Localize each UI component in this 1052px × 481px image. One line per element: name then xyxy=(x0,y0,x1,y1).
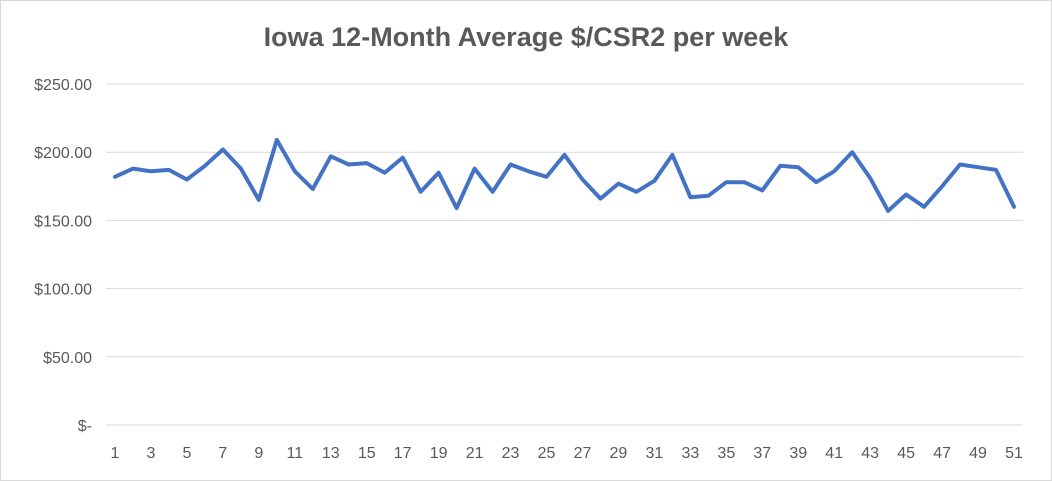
data-point xyxy=(456,207,458,209)
x-tick-label: 31 xyxy=(646,445,664,462)
plot-area xyxy=(113,137,1016,213)
y-tick-label: $- xyxy=(78,418,92,435)
x-tick-label: 35 xyxy=(717,445,735,462)
data-point xyxy=(887,210,889,212)
data-point xyxy=(977,166,979,168)
y-tick-label: $150.00 xyxy=(34,213,92,230)
x-tick-label: 23 xyxy=(502,445,520,462)
x-tick-label: 27 xyxy=(574,445,592,462)
data-point xyxy=(546,176,548,178)
x-tick-label: 33 xyxy=(681,445,699,462)
data-point xyxy=(671,154,673,156)
data-point xyxy=(474,168,476,170)
data-point xyxy=(564,154,565,156)
data-point xyxy=(653,180,655,182)
data-point xyxy=(779,165,781,167)
data-point xyxy=(923,206,925,208)
x-tick-label: 11 xyxy=(286,445,303,462)
data-point xyxy=(833,170,835,172)
data-point xyxy=(797,166,799,168)
data-point xyxy=(599,198,601,200)
data-point xyxy=(905,193,907,195)
data-point xyxy=(438,172,440,174)
data-point xyxy=(402,157,404,159)
data-point xyxy=(150,170,152,172)
series-line xyxy=(113,137,1016,213)
data-point xyxy=(995,169,997,171)
data-point xyxy=(851,151,853,153)
x-tick-label: 39 xyxy=(789,445,807,462)
data-point xyxy=(420,191,422,193)
data-point xyxy=(294,170,296,172)
data-point xyxy=(258,199,260,201)
y-tick-label: $100.00 xyxy=(34,282,92,299)
chart-title: Iowa 12-Month Average $/CSR2 per week xyxy=(263,22,789,52)
data-point xyxy=(707,195,709,197)
data-point xyxy=(1013,206,1015,208)
data-point xyxy=(869,177,871,179)
y-tick-label: $200.00 xyxy=(34,145,92,162)
data-point xyxy=(689,196,691,198)
data-point xyxy=(581,178,583,180)
data-point xyxy=(114,176,116,178)
data-point xyxy=(330,155,332,157)
x-tick-label: 7 xyxy=(218,445,227,462)
data-point xyxy=(761,189,763,191)
y-tick-label: $250.00 xyxy=(34,77,92,94)
x-tick-label: 3 xyxy=(146,445,155,462)
x-tick-label: 49 xyxy=(969,445,987,462)
data-point xyxy=(528,170,530,172)
data-point xyxy=(635,191,637,193)
data-point xyxy=(312,188,314,190)
x-tick-label: 29 xyxy=(610,445,628,462)
x-tick-label: 41 xyxy=(825,445,843,462)
data-point xyxy=(186,178,188,180)
x-tick-label: 51 xyxy=(1005,445,1023,462)
x-tick-label: 47 xyxy=(933,445,951,462)
x-tick-label: 13 xyxy=(322,445,340,462)
data-point xyxy=(384,172,386,174)
data-point xyxy=(366,162,368,164)
y-axis: $250.00 $200.00 $150.00 $100.00 $50.00 $- xyxy=(34,77,92,435)
x-tick-label: 15 xyxy=(358,445,376,462)
data-point xyxy=(725,181,727,183)
y-tick-label: $50.00 xyxy=(43,350,92,367)
data-point xyxy=(240,168,242,170)
x-tick-label: 5 xyxy=(182,445,191,462)
data-point xyxy=(959,163,961,165)
data-point xyxy=(222,148,224,150)
data-point xyxy=(348,163,350,165)
x-tick-label: 1 xyxy=(111,445,120,462)
data-point xyxy=(617,183,619,185)
data-point xyxy=(168,169,170,171)
gridlines xyxy=(106,83,1023,426)
data-point xyxy=(276,139,278,141)
data-point xyxy=(204,165,206,167)
x-axis: 1 3 5 7 9 11 13 15 17 19 21 23 25 27 29 31 33 35 37 39 41 43 4… xyxy=(111,445,1023,462)
data-point xyxy=(941,185,943,187)
x-tick-label: 17 xyxy=(394,445,412,462)
data-point xyxy=(743,181,745,183)
data-point xyxy=(492,191,494,193)
x-tick-label: 19 xyxy=(430,445,448,462)
data-point xyxy=(815,181,817,183)
x-tick-label: 9 xyxy=(254,445,263,462)
x-tick-label: 21 xyxy=(466,445,484,462)
x-tick-label: 25 xyxy=(538,445,556,462)
data-point xyxy=(132,168,134,170)
x-tick-label: 43 xyxy=(861,445,879,462)
x-tick-label: 37 xyxy=(753,445,771,462)
x-tick-label: 45 xyxy=(897,445,915,462)
data-point xyxy=(510,163,512,165)
